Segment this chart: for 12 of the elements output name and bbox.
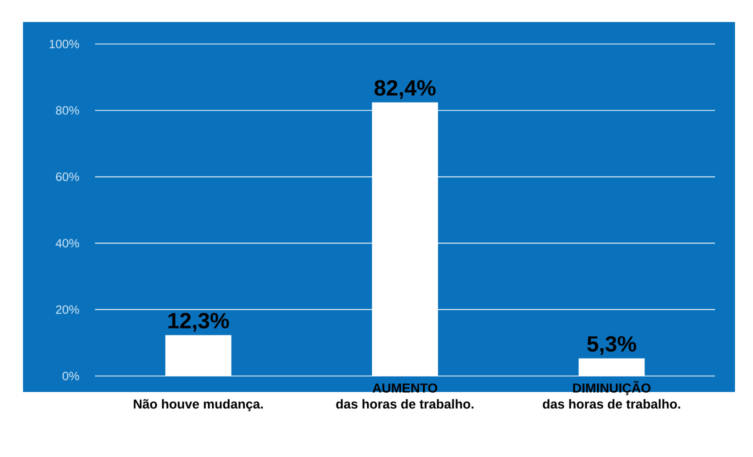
y-tick-label: 0% (62, 372, 80, 380)
data-label: 82,4% (374, 80, 436, 99)
y-tick-label: 20% (56, 305, 80, 314)
x-tick-label: Não houve mudança. (134, 399, 263, 412)
data-label: 12,3% (168, 312, 229, 332)
y-tick-label: 40% (56, 238, 80, 248)
x-tick-label: AUMENTO das horas de trabalho. (336, 383, 474, 409)
y-tick-label: 80% (56, 106, 80, 115)
y-tick-label: 100% (50, 40, 80, 48)
x-tick-label: DIMINUIÇÃO das horas de trabalho. (542, 380, 680, 409)
data-label: 5,3% (587, 336, 636, 355)
y-tick-label: 60% (56, 172, 80, 182)
